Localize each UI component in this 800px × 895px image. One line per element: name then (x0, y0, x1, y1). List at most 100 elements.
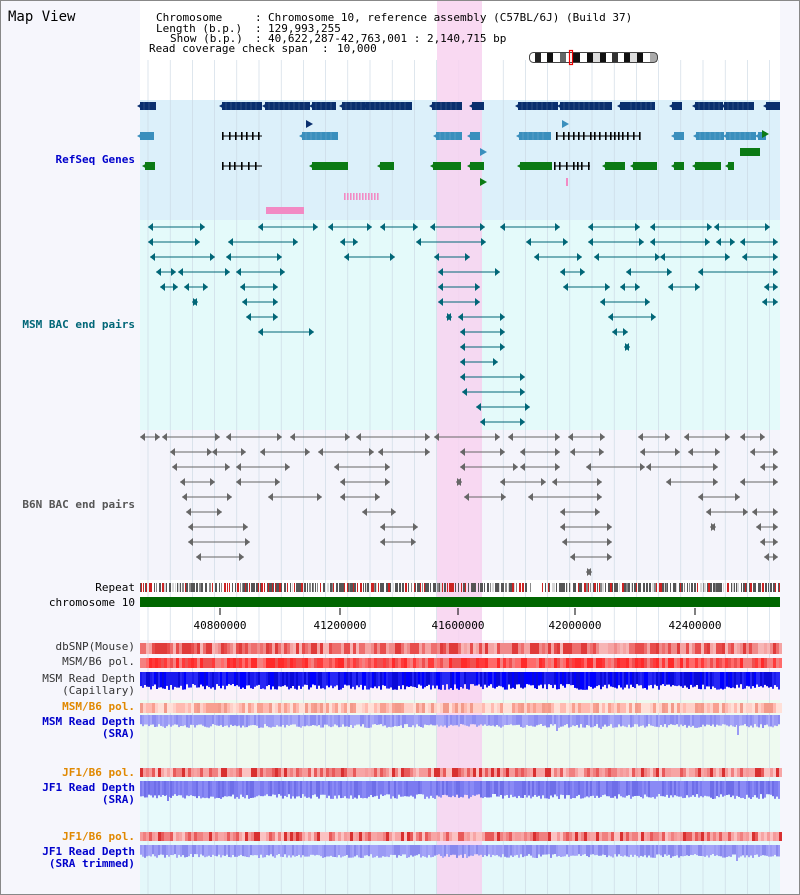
track-label-jf1-depth-sra-sub: (SRA) (101, 793, 135, 806)
msm-b6-pol-cell (737, 658, 740, 668)
jf1-b6-pol-2-cell (506, 832, 509, 841)
b6n-bac-pair-end-right (773, 478, 778, 486)
track-label-jf1-b6-pol[interactable]: JF1/B6 pol. (62, 766, 135, 779)
msm-depth-capillary-bar (462, 672, 464, 689)
msm-depth-capillary-bar (302, 672, 304, 687)
track-label-msm-depth-sra[interactable]: MSM Read Depth (42, 715, 135, 728)
jf1-depth-sra-bar (376, 781, 378, 796)
msm-depth-sra-bar (244, 715, 246, 728)
jf1-depth-sra-bar (558, 781, 560, 799)
jf1-depth-sra-bar (468, 781, 470, 799)
b6n-bac-pair-end-right (245, 538, 250, 546)
track-label-refseq[interactable]: RefSeq Genes (55, 153, 135, 166)
repeat-element (723, 583, 724, 592)
msm-depth-capillary-bar (526, 672, 528, 685)
jf1-b6-pol-cell (755, 768, 758, 777)
b6n-bac-pair-end-left (764, 553, 769, 561)
track-label-repeat[interactable]: Repeat (95, 581, 135, 594)
jf1-b6-pol-cell (761, 768, 764, 777)
msm-depth-capillary-bar (774, 672, 776, 686)
msm-depth-sra-bar (624, 715, 626, 727)
jf1-depth-trimmed-bar (582, 845, 584, 855)
jf1-depth-sra-bar (292, 781, 294, 797)
msm-depth-capillary-bar (676, 672, 678, 687)
jf1-depth-trimmed-bar (184, 845, 186, 858)
jf1-b6-pol-2-cell (269, 832, 272, 841)
msm-depth-capillary-bar (318, 672, 320, 686)
jf1-b6-pol-2-cell (149, 832, 152, 841)
msm-b6-pol-cell (521, 658, 524, 668)
repeat-element (727, 583, 728, 592)
msm-depth-capillary-bar (762, 672, 764, 688)
msm-depth-sra-bar (698, 715, 700, 728)
b6n-bac-pair-end-right (555, 448, 560, 456)
refseq-gene (140, 102, 156, 110)
repeat-element (573, 583, 575, 592)
msm-depth-capillary-bar (392, 672, 394, 690)
msm-depth-sra-bar (474, 715, 476, 725)
jf1-depth-sra-bar (398, 781, 400, 795)
jf1-depth-sra-bar (386, 781, 388, 795)
msm-depth-capillary-bar (348, 672, 350, 686)
jf1-depth-sra-bar (426, 781, 428, 797)
track-label-msm-b6-pol-2[interactable]: MSM/B6 pol. (62, 700, 135, 713)
jf1-b6-pol-2-cell (191, 832, 194, 841)
track-label-jf1-depth-trimmed[interactable]: JF1 Read Depth (42, 845, 135, 858)
jf1-depth-trimmed-bar (192, 845, 194, 857)
track-label-msm-depth-capillary[interactable]: MSM Read Depth (42, 672, 135, 685)
track-label-msm-bac[interactable]: MSM BAC end pairs (22, 318, 135, 331)
jf1-depth-sra-bar (570, 781, 572, 799)
jf1-b6-pol-cell (158, 768, 161, 777)
msm-depth-capillary-bar (262, 672, 264, 689)
track-label-jf1-b6-pol-2[interactable]: JF1/B6 pol. (62, 830, 135, 843)
repeat-element (775, 583, 776, 592)
msm-depth-sra-bar (540, 715, 542, 724)
jf1-depth-trimmed-bar (246, 845, 248, 857)
track-label-jf1-depth-sra[interactable]: JF1 Read Depth (42, 781, 135, 794)
msm-depth-capillary-bar (188, 672, 190, 688)
dbsnp-density-cell (446, 643, 449, 654)
repeat-element (299, 583, 301, 592)
msm-b6-pol-2-cell (296, 703, 299, 713)
dbsnp-density-cell (398, 643, 401, 654)
msm-depth-sra-bar (242, 715, 244, 726)
track-label-b6n-bac[interactable]: B6N BAC end pairs (22, 498, 135, 511)
jf1-depth-sra-bar (524, 781, 526, 795)
track-label-dbsnp[interactable]: dbSNP(Mouse) (55, 640, 135, 653)
repeat-element (317, 583, 318, 592)
msm-b6-pol-cell (575, 658, 578, 668)
msm-depth-capillary-bar (382, 672, 384, 686)
msm-depth-sra-bar (306, 715, 308, 726)
b6n-bac-pair-end-left (688, 448, 693, 456)
jf1-b6-pol-cell (176, 768, 179, 777)
dbsnp-density-cell (626, 643, 629, 654)
msm-b6-pol-2-cell (152, 703, 155, 713)
msm-depth-sra-bar (716, 715, 718, 725)
jf1-depth-sra-bar (190, 781, 192, 796)
dbsnp-density-cell (440, 643, 443, 654)
msm-b6-pol-cell (539, 658, 542, 668)
jf1-depth-trimmed-bar (414, 845, 416, 856)
repeat-element (654, 583, 656, 592)
jf1-depth-trimmed-bar (718, 845, 720, 857)
msm-depth-capillary-bar (300, 672, 302, 689)
msm-depth-capillary-bar (162, 672, 164, 689)
jf1-depth-trimmed-bar (762, 845, 764, 856)
msm-depth-sra-bar (248, 715, 250, 726)
jf1-depth-sra-bar (752, 781, 754, 798)
jf1-b6-pol-2-cell (194, 832, 197, 841)
msm-b6-pol-cell (719, 658, 722, 668)
dbsnp-density-cell (176, 643, 179, 654)
b6n-bac-pair-end-right (773, 538, 778, 546)
jf1-depth-trimmed-bar (692, 845, 694, 856)
axis-tick-label: 40800000 (194, 619, 247, 632)
b6n-bac-pair-end-right (773, 553, 778, 561)
jf1-b6-pol-cell (320, 768, 323, 777)
msm-b6-pol-2-cell (380, 703, 383, 713)
track-label-msm-b6-pol[interactable]: MSM/B6 pol. (62, 655, 135, 668)
b6n-bac-pair-end-right (345, 433, 350, 441)
jf1-b6-pol-2-cell (383, 832, 386, 841)
ideogram-position-marker (568, 49, 574, 66)
msm-depth-sra-bar (730, 715, 732, 726)
dbsnp-density-cell (332, 643, 335, 654)
